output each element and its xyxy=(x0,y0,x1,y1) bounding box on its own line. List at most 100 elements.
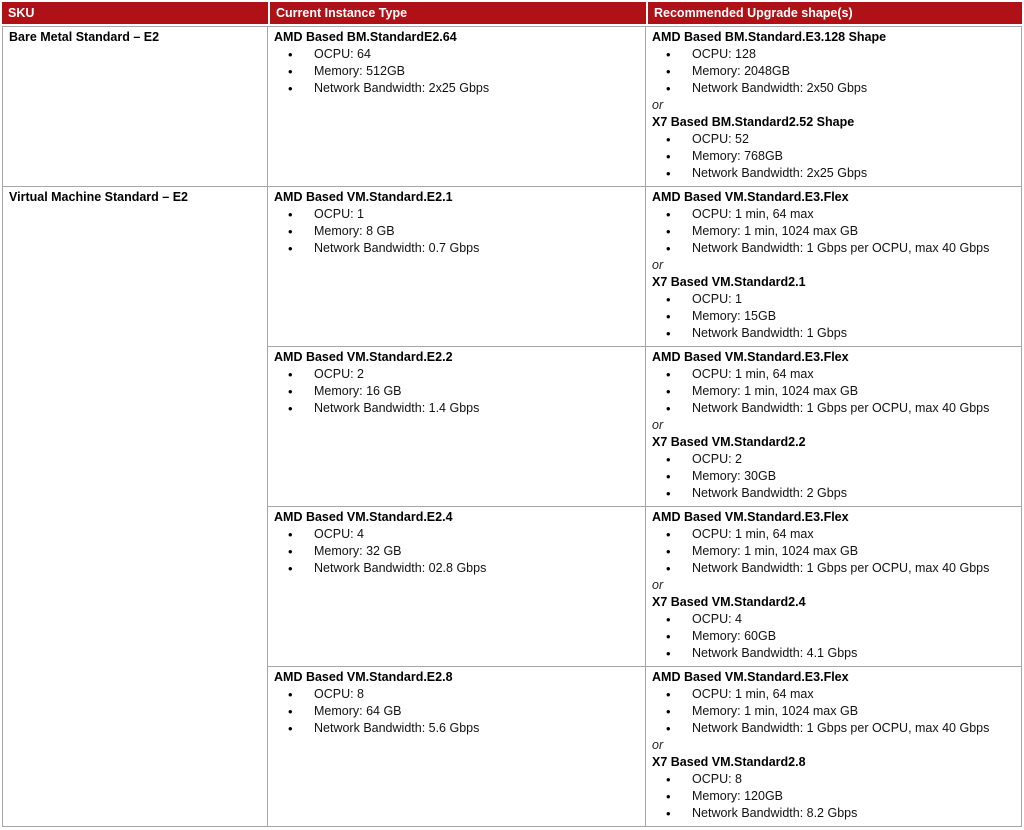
spec-item: Memory: 8 GB xyxy=(274,223,639,240)
sku-label: Virtual Machine Standard – E2 xyxy=(9,190,188,204)
or-separator: or xyxy=(652,738,664,752)
spec-item: OCPU: 1 min, 64 max xyxy=(652,366,1015,383)
table-header: SKU Current Instance Type Recommended Up… xyxy=(2,2,1022,26)
spec-item: OCPU: 8 xyxy=(274,686,639,703)
spec-item: Network Bandwidth: 4.1 Gbps xyxy=(652,645,1015,662)
spec-item: OCPU: 1 min, 64 max xyxy=(652,206,1015,223)
current-instance-cell: AMD Based VM.Standard.E2.4 OCPU: 4Memory:… xyxy=(268,507,646,667)
spec-list: OCPU: 2Memory: 16 GBNetwork Bandwidth: 1… xyxy=(274,366,639,417)
spec-item: Network Bandwidth: 1 Gbps per OCPU, max … xyxy=(652,720,1015,737)
recommended-upgrade-cell: AMD Based BM.Standard.E3.128 Shape OCPU: … xyxy=(646,26,1022,187)
shape-title: AMD Based VM.Standard.E2.4 xyxy=(274,510,453,524)
sku-label: Bare Metal Standard – E2 xyxy=(9,30,160,44)
spec-item: Network Bandwidth: 1.4 Gbps xyxy=(274,400,639,417)
table-row: Virtual Machine Standard – E2 AMD Based V… xyxy=(2,187,1022,827)
spec-list: OCPU: 8Memory: 120GBNetwork Bandwidth: 8… xyxy=(652,771,1015,822)
spec-item: Network Bandwidth: 1 Gbps xyxy=(652,325,1015,342)
table-row: Bare Metal Standard – E2 AMD Based BM.Sta… xyxy=(2,26,1022,187)
shape-title: X7 Based VM.Standard2.8 xyxy=(652,755,806,769)
spec-list: OCPU: 1 min, 64 maxMemory: 1 min, 1024 m… xyxy=(652,526,1015,577)
current-instance-cell: AMD Based BM.StandardE2.64 OCPU: 64Memory… xyxy=(268,26,646,187)
spec-item: OCPU: 52 xyxy=(652,131,1015,148)
current-instance-cell: AMD Based VM.Standard.E2.1 OCPU: 1Memory:… xyxy=(268,187,646,347)
spec-item: OCPU: 128 xyxy=(652,46,1015,63)
spec-item: Memory: 30GB xyxy=(652,468,1015,485)
current-instance-cell: AMD Based VM.Standard.E2.2 OCPU: 2Memory:… xyxy=(268,347,646,507)
spec-list: OCPU: 4Memory: 32 GBNetwork Bandwidth: 0… xyxy=(274,526,639,577)
shape-title: AMD Based VM.Standard.E2.2 xyxy=(274,350,453,364)
spec-item: Memory: 1 min, 1024 max GB xyxy=(652,703,1015,720)
or-separator: or xyxy=(652,258,664,272)
shape-title: X7 Based VM.Standard2.4 xyxy=(652,595,806,609)
spec-item: Network Bandwidth: 0.7 Gbps xyxy=(274,240,639,257)
spec-item: Memory: 1 min, 1024 max GB xyxy=(652,223,1015,240)
header-cell-current-instance-type: Current Instance Type xyxy=(268,2,646,26)
spec-item: Memory: 15GB xyxy=(652,308,1015,325)
spec-item: Memory: 64 GB xyxy=(274,703,639,720)
recommended-upgrade-cell: AMD Based VM.Standard.E3.Flex OCPU: 1 min… xyxy=(646,507,1022,667)
current-instance-cell: AMD Based VM.Standard.E2.8 OCPU: 8Memory:… xyxy=(268,667,646,827)
table-body: Bare Metal Standard – E2 AMD Based BM.Sta… xyxy=(2,26,1022,827)
spec-list: OCPU: 1 min, 64 maxMemory: 1 min, 1024 m… xyxy=(652,686,1015,737)
spec-item: Network Bandwidth: 8.2 Gbps xyxy=(652,805,1015,822)
spec-list: OCPU: 52Memory: 768GBNetwork Bandwidth: … xyxy=(652,131,1015,182)
spec-item: Memory: 2048GB xyxy=(652,63,1015,80)
spec-item: Memory: 32 GB xyxy=(274,543,639,560)
spec-item: Network Bandwidth: 1 Gbps per OCPU, max … xyxy=(652,240,1015,257)
spec-list: OCPU: 64Memory: 512GBNetwork Bandwidth: … xyxy=(274,46,639,97)
shape-title: X7 Based BM.Standard2.52 Shape xyxy=(652,115,855,129)
spec-list: OCPU: 1 min, 64 maxMemory: 1 min, 1024 m… xyxy=(652,366,1015,417)
spec-item: Memory: 60GB xyxy=(652,628,1015,645)
table-row: AMD Based VM.Standard.E2.8OCPU: 8Memory:… xyxy=(2,667,1022,827)
recommended-upgrade-cell: AMD Based VM.Standard.E3.Flex OCPU: 1 min… xyxy=(646,667,1022,827)
header-cell-sku: SKU xyxy=(2,2,268,26)
table-row: AMD Based VM.Standard.E2.2OCPU: 2Memory:… xyxy=(2,347,1022,507)
spec-item: Memory: 512GB xyxy=(274,63,639,80)
spec-item: Network Bandwidth: 2x25 Gbps xyxy=(652,165,1015,182)
spec-list: OCPU: 1Memory: 15GBNetwork Bandwidth: 1 … xyxy=(652,291,1015,342)
recommended-upgrade-cell: AMD Based VM.Standard.E3.Flex OCPU: 1 min… xyxy=(646,187,1022,347)
header-row: SKU Current Instance Type Recommended Up… xyxy=(2,2,1022,26)
table-row: AMD Based VM.Standard.E2.4OCPU: 4Memory:… xyxy=(2,507,1022,667)
spec-item: Network Bandwidth: 2x25 Gbps xyxy=(274,80,639,97)
shape-title: AMD Based VM.Standard.E2.1 xyxy=(274,190,453,204)
sku-cell: Bare Metal Standard – E2 xyxy=(2,26,268,187)
or-separator: or xyxy=(652,418,664,432)
spec-list: OCPU: 4Memory: 60GBNetwork Bandwidth: 4.… xyxy=(652,611,1015,662)
shape-title: AMD Based VM.Standard.E3.Flex xyxy=(652,190,849,204)
spec-list: OCPU: 128Memory: 2048GBNetwork Bandwidth… xyxy=(652,46,1015,97)
shape-title: AMD Based VM.Standard.E3.Flex xyxy=(652,350,849,364)
header-cell-recommended-upgrade: Recommended Upgrade shape(s) xyxy=(646,2,1022,26)
or-separator: or xyxy=(652,98,664,112)
sku-cell: Virtual Machine Standard – E2 xyxy=(2,187,268,827)
shape-title: AMD Based BM.Standard.E3.128 Shape xyxy=(652,30,887,44)
spec-item: Memory: 120GB xyxy=(652,788,1015,805)
shape-title: AMD Based VM.Standard.E3.Flex xyxy=(652,510,849,524)
spec-item: Network Bandwidth: 5.6 Gbps xyxy=(274,720,639,737)
spec-item: Memory: 1 min, 1024 max GB xyxy=(652,383,1015,400)
spec-item: OCPU: 8 xyxy=(652,771,1015,788)
spec-item: OCPU: 1 xyxy=(274,206,639,223)
spec-item: Network Bandwidth: 2x50 Gbps xyxy=(652,80,1015,97)
spec-item: OCPU: 2 xyxy=(652,451,1015,468)
spec-list: OCPU: 1 min, 64 maxMemory: 1 min, 1024 m… xyxy=(652,206,1015,257)
shape-title: AMD Based VM.Standard.E2.8 xyxy=(274,670,453,684)
spec-list: OCPU: 2Memory: 30GBNetwork Bandwidth: 2 … xyxy=(652,451,1015,502)
spec-item: Memory: 1 min, 1024 max GB xyxy=(652,543,1015,560)
spec-list: OCPU: 8Memory: 64 GBNetwork Bandwidth: 5… xyxy=(274,686,639,737)
shape-title: AMD Based BM.StandardE2.64 xyxy=(274,30,457,44)
spec-item: Network Bandwidth: 1 Gbps per OCPU, max … xyxy=(652,560,1015,577)
spec-item: Network Bandwidth: 02.8 Gbps xyxy=(274,560,639,577)
spec-item: OCPU: 1 min, 64 max xyxy=(652,526,1015,543)
or-separator: or xyxy=(652,578,664,592)
spec-item: OCPU: 1 xyxy=(652,291,1015,308)
shape-title: AMD Based VM.Standard.E3.Flex xyxy=(652,670,849,684)
spec-list: OCPU: 1Memory: 8 GBNetwork Bandwidth: 0.… xyxy=(274,206,639,257)
spec-item: OCPU: 4 xyxy=(652,611,1015,628)
recommended-upgrade-cell: AMD Based VM.Standard.E3.Flex OCPU: 1 min… xyxy=(646,347,1022,507)
spec-item: Memory: 16 GB xyxy=(274,383,639,400)
shape-title: X7 Based VM.Standard2.1 xyxy=(652,275,806,289)
spec-item: Network Bandwidth: 1 Gbps per OCPU, max … xyxy=(652,400,1015,417)
